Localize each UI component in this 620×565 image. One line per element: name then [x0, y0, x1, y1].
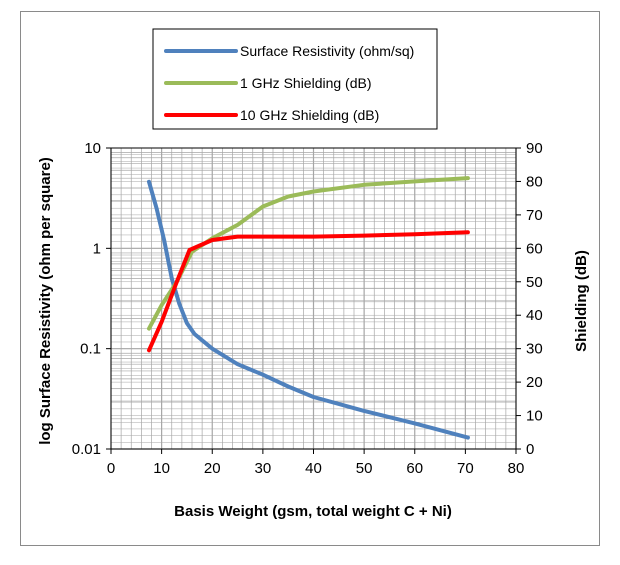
series-line-1	[147, 179, 470, 440]
legend-box	[152, 28, 438, 130]
y-tick-label: 0.1	[80, 341, 101, 358]
y-tick-label: 10	[84, 140, 101, 157]
series-line-3	[147, 230, 470, 353]
y2-tick-label: 30	[526, 341, 543, 358]
legend-label-2: 1 GHz Shielding (dB)	[240, 75, 372, 91]
x-tick-label: 10	[153, 460, 170, 477]
x-tick-label: 80	[508, 460, 525, 477]
y2-tick-label: 70	[526, 207, 543, 224]
x-tick-label: 30	[255, 460, 272, 477]
x-tick-label: 0	[107, 460, 115, 477]
x-axis-title: Basis Weight (gsm, total weight C + Ni)	[174, 503, 452, 520]
x-tick-label: 50	[356, 460, 373, 477]
x-tick-label: 70	[457, 460, 474, 477]
y-tick-label: 0.01	[72, 441, 101, 458]
chart-frame: 0 10 20 30 40 50 60 70 80 0.01 0.1 1 10 0 10 20 30 40 50 60…	[20, 11, 600, 546]
y2-tick-label: 0	[526, 441, 534, 458]
y2-tick-label: 20	[526, 374, 543, 391]
y2-tick-label: 80	[526, 173, 543, 190]
tick-labels: 0 10 20 30 40 50 60 70 80 0.01 0.1 1 10 0 10 20 30 40 50 60…	[72, 140, 543, 477]
x-tick-label: 60	[406, 460, 423, 477]
x-tick-label: 40	[305, 460, 322, 477]
grid	[110, 147, 517, 450]
y2-tick-label: 40	[526, 307, 543, 324]
y2-tick-label: 50	[526, 274, 543, 291]
y2-tick-label: 60	[526, 240, 543, 257]
chart-svg: 0 10 20 30 40 50 60 70 80 0.01 0.1 1 10 0 10 20 30 40 50 60…	[37, 28, 590, 520]
y-axis-title: log Surface Resistivity (ohm per square)	[37, 157, 54, 445]
series-lines	[147, 176, 470, 440]
legend-label-1: Surface Resistivity (ohm/sq)	[240, 43, 414, 59]
legend: Surface Resistivity (ohm/sq) 1 GHz Shield…	[152, 28, 438, 130]
y-tick-label: 1	[93, 240, 101, 257]
y2-axis-title: Shielding (dB)	[573, 250, 590, 352]
y2-tick-label: 10	[526, 408, 543, 425]
y2-tick-label: 90	[526, 140, 543, 157]
x-tick-label: 20	[204, 460, 221, 477]
legend-label-3: 10 GHz Shielding (dB)	[240, 107, 379, 123]
